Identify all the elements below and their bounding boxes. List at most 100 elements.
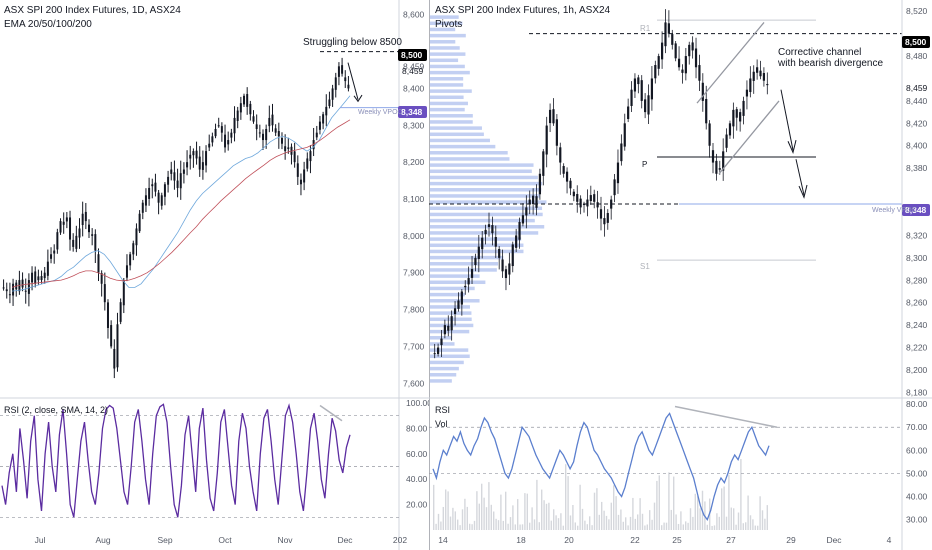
right-x-tick: Dec xyxy=(826,535,842,545)
volume-bar xyxy=(617,514,620,530)
volume-bar xyxy=(445,489,447,530)
volume-bar xyxy=(646,524,648,530)
volume-profile-bar xyxy=(430,15,459,19)
volume-bar xyxy=(639,498,641,530)
volume-bar xyxy=(728,474,730,530)
volume-bar xyxy=(680,511,682,530)
left-axes: 8,600 8,459 8,400 8,300 8,200 8,100 8,000 7,900… xyxy=(35,10,429,545)
volume-bar xyxy=(665,522,668,530)
volume-profile-bar xyxy=(430,70,470,75)
volume-profile-bar xyxy=(430,286,475,291)
volume-bar xyxy=(757,525,759,530)
volume-bar xyxy=(473,520,476,530)
candle-body xyxy=(21,279,24,288)
left-y-tick: 7,600 xyxy=(403,378,425,388)
volume-bar xyxy=(670,509,672,530)
volume-bar xyxy=(581,508,584,530)
volume-bar xyxy=(466,506,468,530)
volume-profile-bar xyxy=(430,58,459,63)
volume-bar xyxy=(603,510,605,530)
volume-bar xyxy=(589,516,591,530)
candle-body xyxy=(239,103,242,113)
candle-body xyxy=(579,198,582,208)
volume-profile-bar xyxy=(430,231,539,235)
candle-body xyxy=(650,78,654,100)
candle-body xyxy=(65,217,68,222)
left-x-tick: Dec xyxy=(337,535,353,545)
volume-profile-bar xyxy=(430,120,473,124)
volume-bar xyxy=(517,499,519,530)
right-rsi-tick: 50.00 xyxy=(906,468,928,478)
right-annotation-line2: with bearish divergence xyxy=(777,58,883,69)
volume-bar xyxy=(493,511,495,530)
candle-body xyxy=(236,110,239,121)
volume-bar xyxy=(653,502,656,530)
volume-bar xyxy=(461,509,464,530)
volume-bar xyxy=(632,497,634,530)
candle-body xyxy=(464,285,467,288)
volume-bar xyxy=(435,523,437,530)
right-price-pane xyxy=(429,9,902,359)
annotation-arrowhead xyxy=(353,94,363,103)
candle-body xyxy=(572,191,575,197)
candle-body xyxy=(299,179,302,185)
candle-body xyxy=(160,195,163,206)
rsi-line xyxy=(1,403,351,518)
volume-profile-bar xyxy=(430,206,543,211)
candle-body xyxy=(745,89,749,97)
candle-body xyxy=(154,182,157,192)
volume-bar xyxy=(649,510,651,530)
volume-profile-bar xyxy=(430,237,522,241)
volume-profile-bar xyxy=(430,101,468,106)
candle-body xyxy=(494,237,497,247)
volume-bar xyxy=(692,516,694,530)
candle-body xyxy=(484,229,487,235)
volume-profile-bar xyxy=(430,188,542,192)
volume-bar xyxy=(509,517,512,530)
volume-bar xyxy=(601,501,603,530)
volume-bar xyxy=(742,523,744,530)
candle-body xyxy=(593,194,596,202)
candle-body xyxy=(538,173,542,195)
candle-body xyxy=(37,276,40,281)
right-rsi-pane xyxy=(429,405,902,530)
candle-body xyxy=(116,324,119,368)
right-y-tick: 8,180 xyxy=(906,387,928,397)
volume-bar xyxy=(483,497,485,530)
volume-bar xyxy=(548,502,550,530)
volume-bar xyxy=(452,507,454,530)
candle-body xyxy=(620,143,623,162)
candle-body xyxy=(694,48,698,68)
volume-bar xyxy=(545,503,548,530)
volume-bar xyxy=(668,472,670,530)
volume-bar xyxy=(608,519,610,530)
volume-profile-bar xyxy=(430,268,497,272)
left-chart-svg: 8,600 8,459 8,400 8,300 8,200 8,100 8,000 7,900… xyxy=(0,0,429,550)
candle-body xyxy=(705,98,708,124)
candle-body xyxy=(508,263,511,275)
left-annotation: Struggling below 8500 xyxy=(303,37,402,48)
candle-body xyxy=(735,109,738,118)
volume-bar xyxy=(735,524,737,530)
volume-bar xyxy=(485,507,488,530)
volume-bar xyxy=(567,476,569,530)
candle-body xyxy=(742,100,745,116)
left-y-tick: 8,600 xyxy=(403,10,425,20)
volume-bar xyxy=(586,524,588,530)
candle-body xyxy=(752,71,755,81)
left-price-badge-bg xyxy=(398,49,427,61)
candle-body xyxy=(186,162,189,168)
candle-body xyxy=(467,278,470,285)
volume-profile-bar xyxy=(430,126,482,130)
candle-body xyxy=(201,162,204,170)
volume-bar xyxy=(663,522,665,530)
volume-bar xyxy=(495,518,497,530)
right-vpoc-badge-bg xyxy=(902,204,930,216)
volume-bar xyxy=(656,480,658,530)
left-rsi-tick: 100.00 xyxy=(406,398,429,408)
volume-profile-bar xyxy=(430,243,524,248)
right-price-label-2: 8,459 xyxy=(906,83,928,93)
volume-bar xyxy=(661,525,663,530)
volume-bar xyxy=(497,520,500,530)
volume-bar xyxy=(752,519,754,530)
